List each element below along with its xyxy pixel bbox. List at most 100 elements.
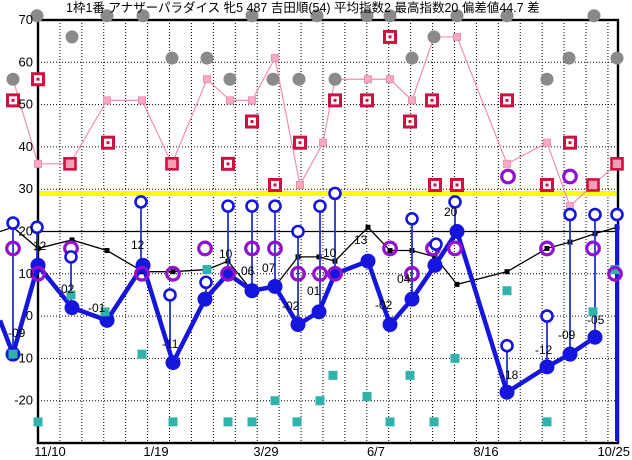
popularity-mark-icon (562, 168, 578, 185)
distance-mark-icon (310, 9, 324, 23)
pre-race-circle-icon (30, 220, 44, 235)
popularity-mark-icon (220, 265, 236, 282)
average-mark (387, 248, 393, 254)
class-mark (34, 159, 42, 168)
index-dot (311, 304, 327, 320)
index-dot (499, 384, 515, 400)
class-mark (364, 75, 372, 84)
condition-mark-icon (450, 353, 460, 363)
pre-race-circle-icon (405, 212, 419, 226)
distance-mark-icon (200, 51, 214, 65)
distance-mark-icon (165, 51, 179, 65)
distance-mark-icon (562, 51, 576, 65)
grade-mark-center (433, 183, 437, 187)
popularity-mark-icon (290, 265, 306, 282)
index-dot (587, 329, 603, 345)
distance-mark-icon (245, 9, 259, 23)
x-axis-label: 10/25 (597, 444, 630, 459)
index-dot (427, 257, 443, 273)
y-axis-label: -10 (14, 350, 33, 365)
x-axis-label: 11/10 (34, 444, 66, 459)
distance-mark-icon (587, 9, 601, 23)
distance-mark-icon (30, 9, 44, 23)
index-value-label: -12 (535, 343, 553, 357)
index-dot (539, 359, 555, 375)
distance-mark-icon (65, 30, 79, 44)
x-axis-label: 1/19 (143, 444, 168, 459)
pre-race-circle-icon (500, 338, 514, 353)
grade-mark-center (545, 183, 549, 187)
average-mark (365, 224, 371, 230)
index-value-label: 04 (397, 272, 411, 286)
index-dot (360, 253, 376, 269)
index-dot (197, 291, 213, 307)
class-mark (503, 159, 511, 168)
pre-race-circle-icon (540, 309, 554, 323)
pre-race-circle-icon (291, 224, 305, 239)
average-mark (104, 248, 110, 254)
index-value-label: 02 (61, 282, 75, 296)
x-axis-label: 8/16 (473, 444, 498, 459)
class-mark (103, 96, 111, 105)
index-dot (165, 355, 181, 371)
condition-mark-icon (405, 370, 415, 380)
pre-race-circle-icon (163, 288, 177, 302)
grade-mark-center (250, 120, 254, 124)
average-mark (35, 245, 41, 251)
pre-race-circle-icon (563, 207, 577, 222)
class-mark-red-border (165, 157, 179, 171)
average-mark (316, 254, 322, 260)
grade-mark-center (106, 141, 110, 145)
index-dot (290, 317, 306, 333)
index-value-label: -09 (8, 326, 26, 340)
index-value-label: 12 (131, 238, 145, 252)
distance-mark-icon (6, 72, 20, 86)
grade-mark-center (365, 98, 369, 102)
distance-mark-icon (292, 72, 306, 86)
average-mark (544, 245, 550, 251)
distance-mark-icon (405, 51, 419, 65)
popularity-mark-icon (447, 240, 463, 257)
grade-mark-center (226, 162, 230, 166)
average-mark (170, 269, 176, 275)
popularity-mark-icon (539, 240, 555, 257)
pre-race-circle-icon (429, 237, 443, 251)
x-axis-label: 3/29 (253, 444, 278, 459)
y-axis-label: 50 (19, 97, 33, 112)
index-dot (99, 312, 115, 328)
pre-race-circle-icon (64, 250, 78, 264)
average-mark (69, 237, 75, 243)
index-value-label: 10 (323, 246, 337, 260)
distance-mark-icon (383, 9, 397, 23)
condition-mark-icon (362, 391, 372, 401)
distance-mark-icon (100, 9, 114, 23)
grade-mark-center (408, 120, 412, 124)
popularity-mark-icon (327, 265, 343, 282)
popularity-mark-icon (500, 168, 516, 185)
pre-race-circle-icon (328, 186, 342, 201)
popularity-mark-icon (165, 265, 181, 282)
popularity-mark-icon (312, 265, 328, 282)
yellow-reference-line (38, 190, 618, 196)
condition-mark-icon (247, 417, 257, 427)
class-mark (408, 96, 416, 105)
index-dot (404, 291, 420, 307)
condition-mark-icon (66, 290, 76, 300)
class-mark-red-border (610, 157, 624, 171)
condition-mark-icon (168, 417, 178, 427)
distance-mark-icon (223, 72, 237, 86)
y-axis-label: 10 (19, 266, 33, 281)
class-mark (453, 32, 461, 41)
distance-mark-icon (427, 30, 441, 44)
distance-mark-icon (360, 9, 374, 23)
average-mark (454, 281, 460, 287)
index-value-label: -02 (282, 299, 300, 313)
popularity-mark-icon (244, 240, 260, 257)
index-value-label: 07 (262, 261, 276, 275)
class-mark (271, 54, 279, 63)
y-axis-label: 60 (19, 54, 33, 69)
chart-title: 1枠1番 アナザーパラダイス 牝5 487 吉田順(54) 平均指数2 最高指数… (66, 0, 540, 15)
